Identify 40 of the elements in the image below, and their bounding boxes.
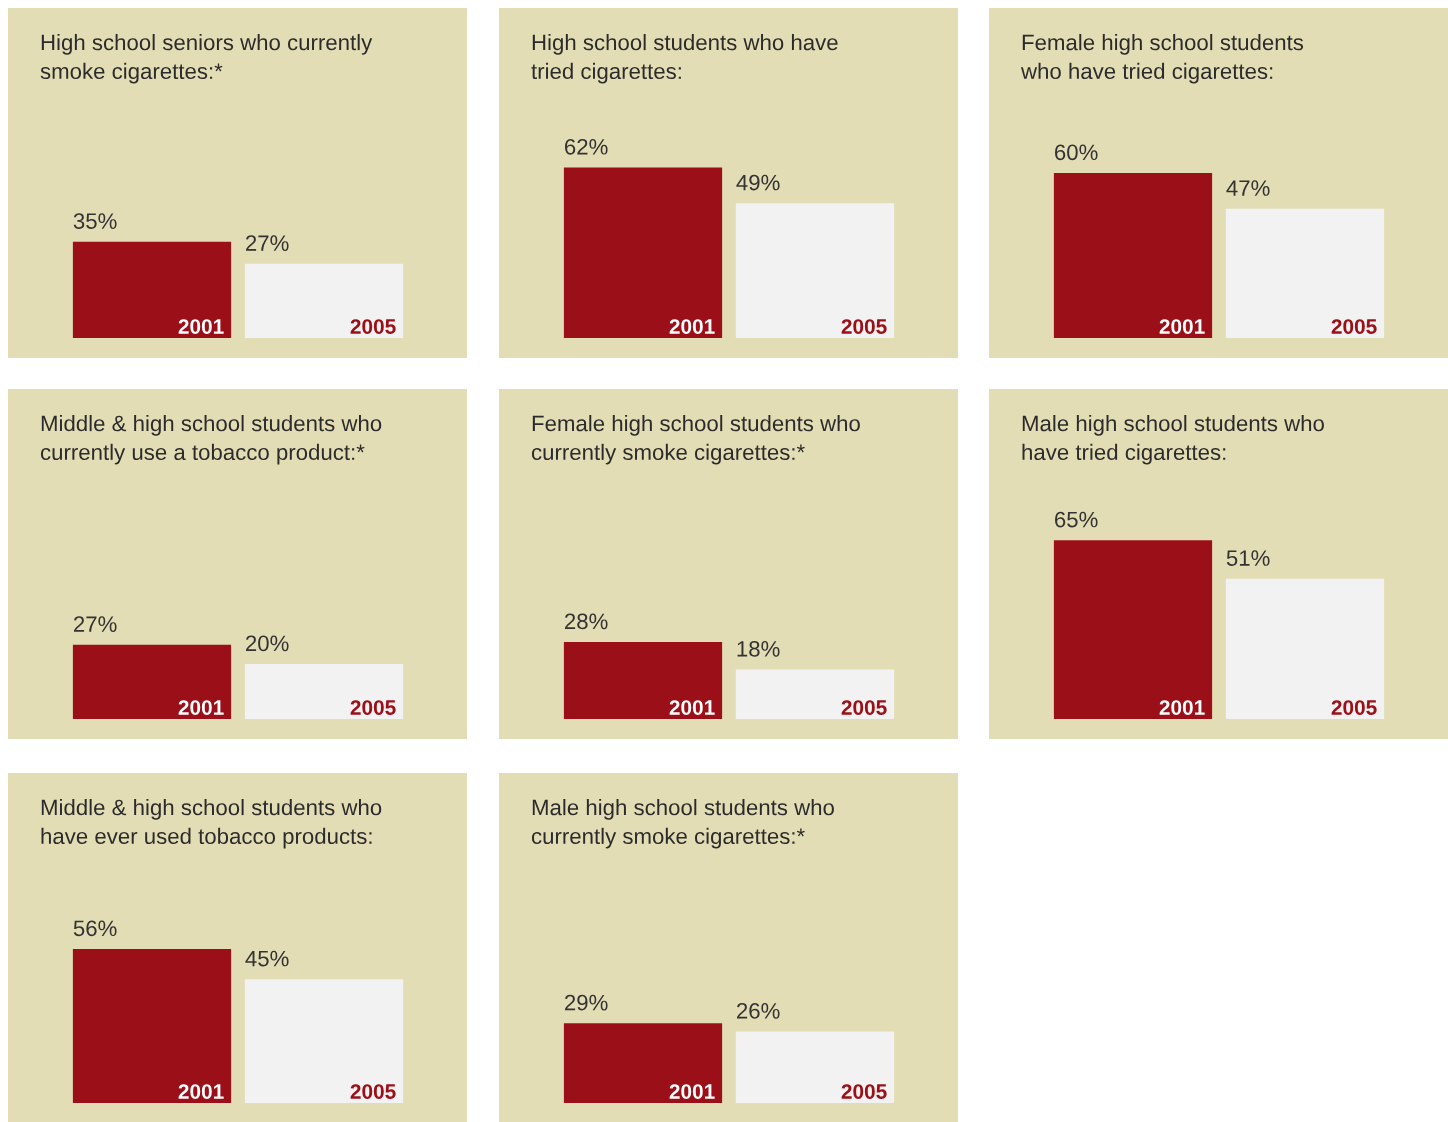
data-label: 26% — [737, 1002, 780, 1019]
data-label: 47% — [1226, 180, 1270, 196]
x-tick-label: 2005 — [841, 700, 887, 715]
data-label: 27% — [74, 616, 117, 632]
chart-title: Male high school students who currently smoke cigarettes:* — [531, 799, 834, 849]
data-label: 45% — [245, 950, 289, 967]
x-tick-label: 2001 — [178, 1084, 224, 1099]
chart-title: High school students who have tried cigarettes: — [531, 34, 838, 84]
x-tick-label: 2005 — [1331, 700, 1377, 715]
x-tick-label: 2005 — [1331, 319, 1377, 334]
data-label: 51% — [1226, 550, 1270, 566]
x-tick-label: 2005 — [350, 700, 396, 715]
x-tick-label: 2005 — [350, 1084, 396, 1099]
x-tick-label: 2005 — [841, 1084, 887, 1099]
x-tick-label: 2001 — [1159, 319, 1205, 334]
x-tick-label: 2001 — [669, 700, 715, 715]
data-label: 56% — [73, 920, 117, 937]
data-label: 60% — [1055, 144, 1098, 161]
x-tick-label: 2001 — [1159, 700, 1205, 715]
data-label: 27% — [246, 235, 289, 251]
data-label: 65% — [1055, 511, 1098, 528]
x-tick-label: 2001 — [669, 319, 715, 334]
data-label: 20% — [246, 635, 289, 652]
chart-title: Middle & high school students who have ever used tobacco products: — [41, 799, 382, 849]
data-label: 49% — [736, 174, 780, 191]
chart-title: High school seniors who currently smoke cigarettes:* — [40, 34, 373, 84]
x-tick-label: 2001 — [178, 700, 224, 715]
data-label: 62% — [565, 138, 608, 155]
chart-title: Male high school students who have tried cigarettes: — [1022, 415, 1324, 465]
x-tick-label: 2001 — [669, 1084, 715, 1099]
data-label: 28% — [565, 613, 608, 630]
chart-title: Female high school students who currently smoke cigarettes:* — [531, 415, 860, 465]
data-label: 35% — [73, 213, 117, 229]
x-tick-label: 2005 — [841, 319, 887, 334]
data-label: 18% — [737, 641, 780, 657]
chart-title: Female high school students who have tried cigarettes: — [1020, 34, 1304, 84]
x-tick-label: 2005 — [350, 319, 396, 334]
data-label: 29% — [565, 994, 608, 1011]
x-tick-label: 2001 — [178, 319, 224, 334]
chart-title: Middle & high school students who currently use a tobacco product:* — [40, 415, 382, 465]
